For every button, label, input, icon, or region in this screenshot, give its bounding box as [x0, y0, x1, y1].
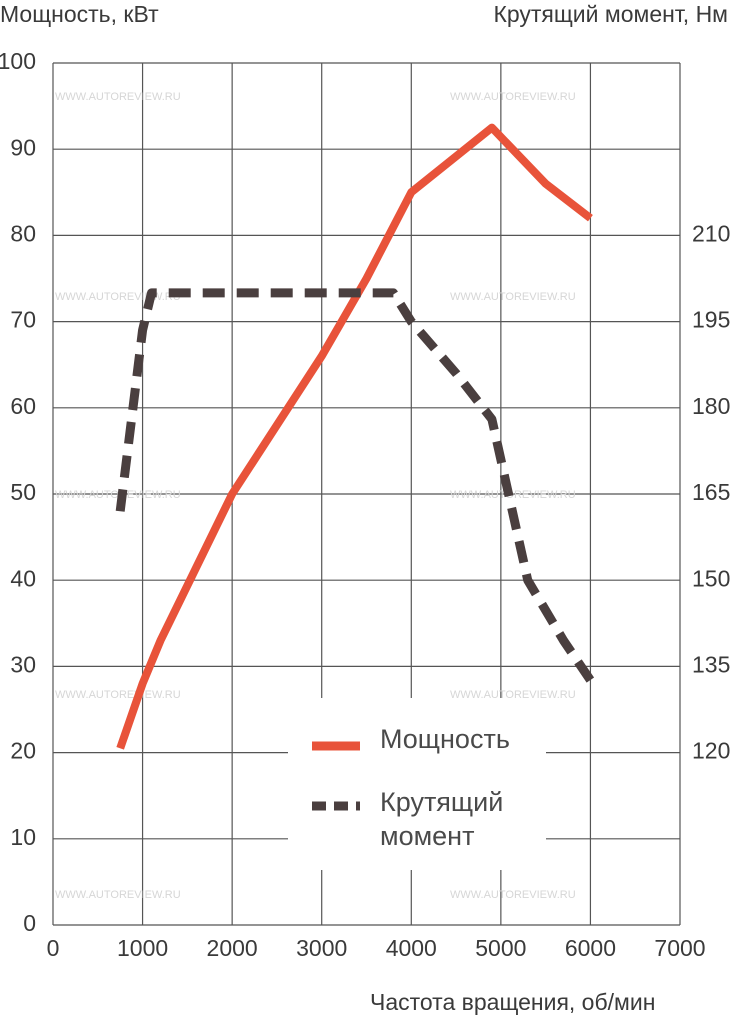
- y2-tick-label: 165: [692, 479, 730, 505]
- y2-tick-label: 135: [692, 651, 730, 677]
- y-tick-label: 90: [10, 134, 36, 160]
- y-tick-label: 100: [0, 48, 36, 74]
- watermark: WWW.AUTOREVIEW.RU: [55, 91, 181, 103]
- y-tick-label: 10: [10, 824, 36, 850]
- x-tick-label: 6000: [565, 935, 616, 961]
- x-tick-label: 2000: [207, 935, 258, 961]
- x-tick-label: 1000: [117, 935, 168, 961]
- y-axis-title: Мощность, кВт: [0, 1, 159, 27]
- watermark: WWW.AUTOREVIEW.RU: [450, 689, 576, 701]
- x-tick-label: 0: [47, 935, 60, 961]
- y-tick-label: 40: [10, 565, 36, 591]
- legend-box: [288, 698, 546, 870]
- y2-tick-label: 120: [692, 738, 730, 764]
- x-tick-label: 4000: [386, 935, 437, 961]
- series-line: [115, 288, 595, 683]
- y-tick-label: 0: [23, 910, 36, 936]
- x-tick-label: 3000: [296, 935, 347, 961]
- y-tick-label: 30: [10, 651, 36, 677]
- watermark: WWW.AUTOREVIEW.RU: [450, 91, 576, 103]
- watermark: WWW.AUTOREVIEW.RU: [450, 291, 576, 303]
- series-line: [116, 123, 593, 750]
- watermark: WWW.AUTOREVIEW.RU: [450, 889, 576, 901]
- x-tick-label: 7000: [654, 935, 705, 961]
- watermark: WWW.AUTOREVIEW.RU: [55, 689, 181, 701]
- legend-label: Мощность: [380, 724, 510, 754]
- legend-label: Крутящий момент: [380, 787, 504, 851]
- watermark: WWW.AUTOREVIEW.RU: [55, 889, 181, 901]
- y2-tick-label: 150: [692, 565, 730, 591]
- x-axis-title: Частота вращения, об/мин: [370, 989, 655, 1015]
- y-tick-label: 80: [10, 220, 36, 246]
- y-tick-label: 70: [10, 307, 36, 333]
- y-tick-label: 50: [10, 479, 36, 505]
- y2-tick-label: 195: [692, 307, 730, 333]
- y-tick-label: 60: [10, 393, 36, 419]
- watermark: WWW.AUTOREVIEW.RU: [55, 291, 181, 303]
- y2-axis-title: Крутящий момент, Нм: [493, 1, 728, 27]
- x-tick-label: 5000: [475, 935, 526, 961]
- y2-tick-label: 180: [692, 393, 730, 419]
- y-tick-label: 20: [10, 738, 36, 764]
- y2-tick-label: 210: [692, 220, 730, 246]
